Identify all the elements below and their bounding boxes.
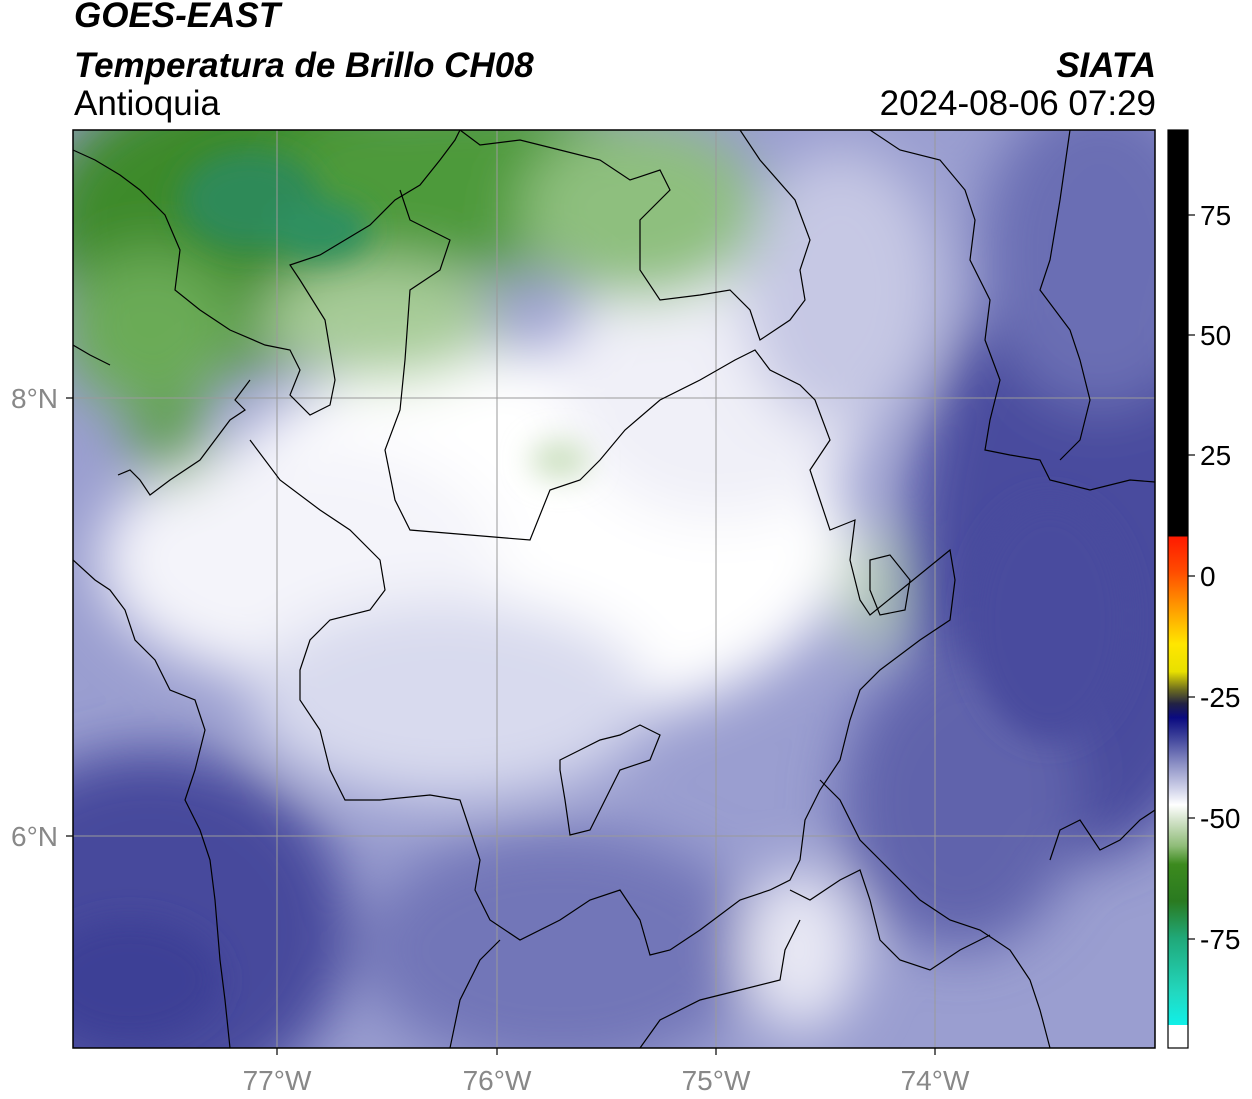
pacific-coast <box>73 559 231 1048</box>
colorbar-tick-75: 75 <box>1200 200 1231 231</box>
south-border-2 <box>789 869 991 971</box>
enclave-border <box>559 724 661 836</box>
colorbar-tick-25: 25 <box>1200 440 1231 471</box>
graticule <box>73 130 1155 1048</box>
small-loop <box>869 554 911 616</box>
axis-ticks <box>66 397 936 1055</box>
lat-label-6n: 6°N <box>11 821 58 852</box>
lat-label-8n: 8°N <box>11 383 58 414</box>
coastline <box>73 130 461 416</box>
colorbar-tick-neg75: -75 <box>1200 924 1240 955</box>
lon-label-74w: 74°W <box>901 1065 970 1096</box>
datetime-label: 2024-08-06 07:29 <box>879 84 1156 123</box>
map-frame <box>72 129 1156 1049</box>
cordoba-border <box>459 130 811 341</box>
colorbar-tick-neg25: -25 <box>1200 682 1240 713</box>
colorbar-tick-neg50: -50 <box>1200 803 1240 834</box>
colorbar-ramp <box>1167 129 1189 1049</box>
east-border-2 <box>1039 130 1091 461</box>
lon-label-77w: 77°W <box>243 1065 312 1096</box>
far-east-border <box>1049 809 1155 861</box>
agency-label: SIATA <box>1056 46 1156 85</box>
lon-label-75w: 75°W <box>682 1065 751 1096</box>
boundaries <box>73 130 1155 1048</box>
brightness-field <box>73 130 1155 1048</box>
southwest-border <box>449 939 501 1048</box>
gulf-coast <box>73 344 251 496</box>
lon-label-76w: 76°W <box>463 1065 532 1096</box>
southcentral-border <box>639 919 801 1048</box>
colorbar: 75 50 25 0 -25 -50 -75 <box>1167 129 1240 1049</box>
region-label: Antioquia <box>74 84 220 123</box>
antioquia-border <box>249 189 956 956</box>
colorbar-tick-50: 50 <box>1200 320 1231 351</box>
east-border <box>869 130 1155 491</box>
south-border <box>819 779 1051 1048</box>
colorbar-tick-0: 0 <box>1200 561 1216 592</box>
satellite-title: GOES-EAST <box>74 0 281 35</box>
product-title: Temperatura de Brillo CH08 <box>74 46 534 85</box>
